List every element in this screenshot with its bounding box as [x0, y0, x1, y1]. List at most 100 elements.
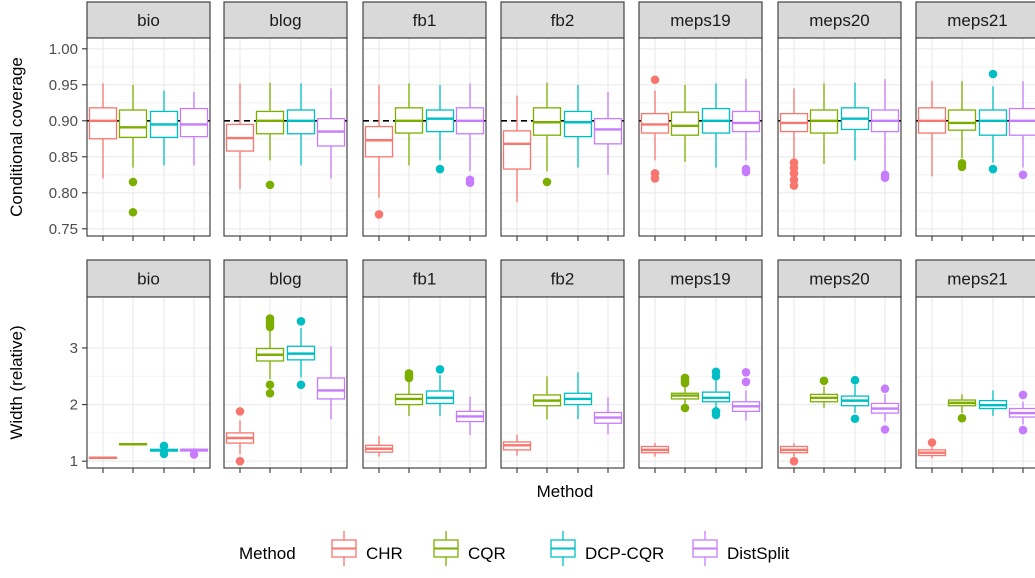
facet-panel-meps19: meps19 — [639, 260, 762, 473]
box-iqr — [672, 112, 699, 135]
facet-strip-label: meps21 — [947, 270, 1007, 289]
box-iqr — [318, 378, 345, 399]
box-iqr — [427, 110, 454, 132]
outlier-point — [1019, 391, 1028, 400]
facet-panel-blog: blog — [224, 260, 347, 473]
outlier-point — [266, 181, 275, 190]
box-iqr — [595, 119, 622, 144]
box-iqr — [90, 108, 117, 139]
legend-item-cqr: CQR — [434, 531, 506, 566]
plot-background — [363, 297, 486, 468]
y-tick-label: 0.95 — [49, 77, 78, 94]
y-axis-title: Width (relative) — [7, 325, 26, 439]
y-axis-title: Conditional coverage — [7, 57, 26, 217]
plot-background — [778, 38, 901, 236]
outlier-point — [266, 323, 275, 332]
legend-item-label: CQR — [468, 544, 506, 563]
outlier-point — [190, 450, 199, 459]
outlier-point — [160, 442, 169, 451]
outlier-point — [405, 374, 414, 383]
box-iqr — [366, 127, 393, 157]
facet-panel-fb2: fb2 — [501, 2, 624, 241]
y-tick-label: 1 — [70, 453, 78, 470]
facet-panel-meps20: meps20 — [778, 2, 901, 241]
outlier-point — [160, 450, 169, 459]
facet-panel-meps21: meps21 — [916, 260, 1035, 473]
facet-panel-blog: blog — [224, 2, 347, 241]
legend-title: Method — [239, 544, 296, 563]
outlier-point — [436, 165, 445, 174]
y-tick-label: 0.90 — [49, 113, 78, 130]
outlier-point — [375, 210, 384, 219]
facet-strip-label: blog — [269, 270, 301, 289]
box-iqr — [181, 109, 208, 137]
facet-panel-meps21: meps21 — [916, 2, 1035, 241]
legend-item-distsplit: DistSplit — [693, 531, 790, 566]
facet-strip-label: meps20 — [809, 270, 869, 289]
box-iqr — [949, 110, 976, 130]
facet-strip-label: meps20 — [809, 11, 869, 30]
outlier-point — [129, 208, 138, 217]
plot-background — [87, 297, 210, 468]
outlier-point — [129, 178, 138, 187]
outlier-point — [742, 378, 751, 387]
y-tick-label: 0.80 — [49, 185, 78, 202]
facet-strip-label: meps19 — [670, 270, 730, 289]
facet-strip-label: fb2 — [551, 11, 575, 30]
boxplot-cqr — [120, 443, 147, 445]
outlier-point — [543, 178, 552, 187]
y-tick-label: 2 — [70, 397, 78, 414]
outlier-point — [928, 438, 937, 447]
outlier-point — [651, 75, 660, 84]
y-tick-label: 3 — [70, 340, 78, 357]
outlier-point — [790, 457, 799, 466]
outlier-point — [712, 372, 721, 381]
legend-item-chr: CHR — [332, 531, 403, 566]
boxplot-chr — [90, 457, 117, 459]
legend-item-label: DCP-CQR — [585, 544, 664, 563]
facet-panel-fb2: fb2 — [501, 260, 624, 473]
plot-background — [778, 297, 901, 468]
facet-strip-label: bio — [137, 270, 160, 289]
outlier-point — [297, 380, 306, 389]
box-iqr — [565, 111, 592, 136]
legend-item-dcp-cqr: DCP-CQR — [551, 531, 664, 566]
legend: Method CHR CQR DCP-CQR DistSplit — [239, 531, 790, 566]
facet-strip-label: bio — [137, 11, 160, 30]
legend-item-label: CHR — [366, 544, 403, 563]
plot-background — [916, 38, 1035, 236]
outlier-point — [742, 368, 751, 377]
outlier-point — [958, 163, 967, 172]
outlier-point — [851, 376, 860, 385]
plot-background — [639, 38, 762, 236]
box-iqr — [733, 111, 760, 131]
outlier-point — [297, 317, 306, 326]
facet-strip-label: meps19 — [670, 11, 730, 30]
outlier-point — [1019, 426, 1028, 435]
outlier-point — [742, 168, 751, 177]
legend-item-label: DistSplit — [727, 544, 790, 563]
facet-strip-label: fb1 — [413, 11, 437, 30]
outlier-point — [989, 70, 998, 79]
facet-panel-bio: bio — [87, 2, 210, 241]
y-tick-label: 1.00 — [49, 41, 78, 58]
box-iqr — [257, 111, 284, 133]
outlier-point — [712, 410, 721, 419]
box-iqr — [120, 110, 147, 137]
outlier-point — [436, 365, 445, 374]
outlier-point — [266, 389, 275, 398]
outlier-point — [881, 425, 890, 434]
outlier-point — [466, 178, 475, 187]
facet-panel-meps19: meps19 — [639, 2, 762, 241]
facet-strip-label: fb1 — [413, 270, 437, 289]
outlier-point — [881, 173, 890, 182]
outlier-point — [266, 380, 275, 389]
outlier-point — [851, 414, 860, 423]
outlier-point — [681, 379, 690, 388]
x-axis-title: Method — [537, 482, 594, 501]
facet-panel-bio: bio — [87, 260, 210, 473]
outlier-point — [881, 384, 890, 393]
outlier-point — [236, 457, 245, 466]
facet-strip-label: blog — [269, 11, 301, 30]
